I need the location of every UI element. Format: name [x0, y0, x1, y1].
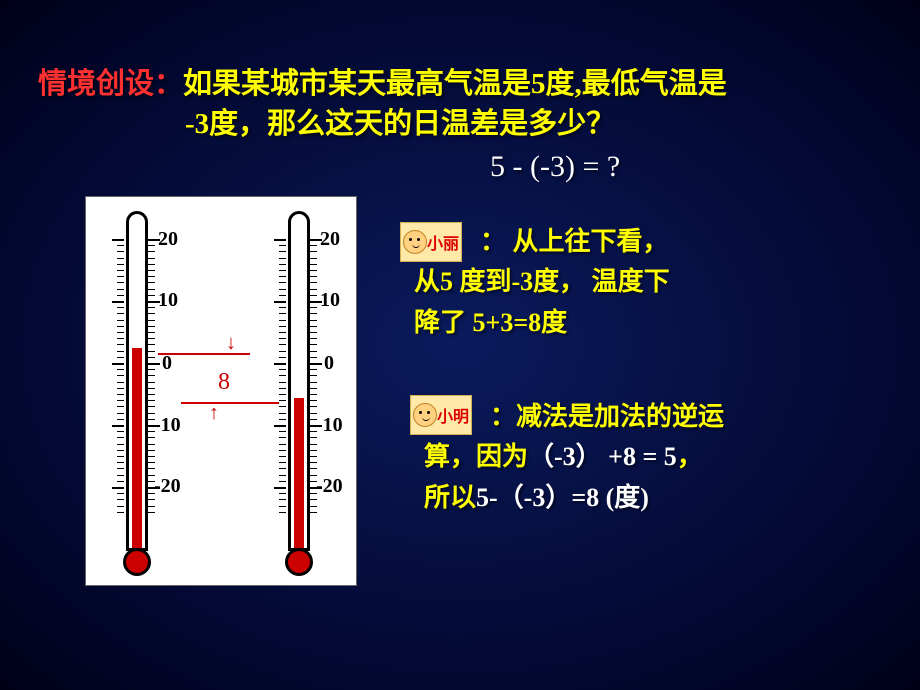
face-icon	[413, 403, 437, 427]
avatar-name: 小丽	[427, 230, 459, 254]
speech2-line2a: 算，因为	[424, 442, 528, 471]
arrow-down-icon: ↓	[226, 332, 236, 355]
thermometer-panel: 20 10 0 -10 -20 20 10 0 -10 -20 ↓ ↑ 8	[85, 196, 357, 586]
title-line1: 如果某城市某天最高气温是5度,最低气温是	[183, 68, 727, 100]
speech2-line3a: 所以	[424, 483, 476, 512]
speech-xiaoming: ：减法是加法的逆运 算，因为（-3） +8 = 5， 所以5-（-3）=8 (度…	[490, 397, 900, 518]
thermometer-left	[126, 211, 148, 551]
thermometer-right	[288, 211, 310, 551]
speech2-line3b: 5-（-3）=8 (度)	[476, 483, 649, 512]
diff-line-bottom	[181, 402, 279, 404]
speech1-line2: 从5 度到-3度， 温度下	[414, 267, 670, 296]
speech1-prefix: ： 从上往下看，	[480, 227, 669, 256]
speech2-line2b: （-3） +8 = 5	[528, 442, 677, 471]
scale-label: 0	[324, 352, 334, 375]
avatar-box: 小明	[410, 395, 472, 435]
avatar-xiaoli: 小丽	[400, 222, 462, 262]
speech1-line3: 降了 5+3=8度	[414, 308, 567, 337]
bulb-right	[285, 548, 313, 576]
face-icon	[403, 230, 427, 254]
arrow-up-icon: ↑	[209, 402, 219, 425]
speech2-line2c: ，	[677, 442, 703, 471]
mercury-right	[294, 398, 304, 548]
title-line2: -3度，那么这天的日温差是多少？	[185, 100, 615, 142]
speech2-prefix: ：减法是加法的逆运	[490, 402, 724, 431]
mercury-left	[132, 348, 142, 548]
scale-label: 10	[158, 289, 178, 312]
avatar-name: 小明	[437, 403, 469, 427]
avatar-xiaoming: 小明	[410, 395, 472, 435]
bulb-left	[123, 548, 151, 576]
scale-label: 0	[162, 352, 172, 375]
diff-value: 8	[218, 369, 230, 396]
scale-label: 20	[158, 228, 178, 251]
title-label: 情境创设：	[38, 68, 183, 100]
avatar-box: 小丽	[400, 222, 462, 262]
speech-xiaoli: ： 从上往下看， 从5 度到-3度， 温度下 降了 5+3=8度	[480, 222, 900, 343]
diff-line-top	[158, 353, 250, 355]
title-row: 情境创设：如果某城市某天最高气温是5度,最低气温是	[38, 60, 900, 102]
equation: 5 - (-3) = ?	[490, 150, 620, 184]
scale-label: 10	[320, 289, 340, 312]
scale-label: 20	[320, 228, 340, 251]
